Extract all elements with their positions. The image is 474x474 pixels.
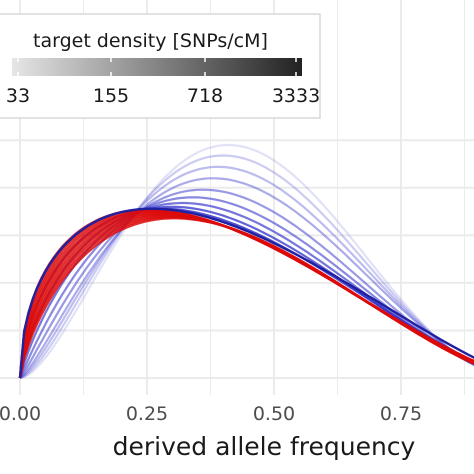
colorbar-tick-label: 3333: [272, 85, 320, 107]
legend-title: target density [SNPs/cM]: [33, 30, 268, 52]
x-tick-label: 0.00: [0, 403, 41, 425]
x-tick-label: 0.25: [126, 403, 168, 425]
x-axis-title: derived allele frequency: [113, 432, 416, 461]
colorbar-tick-label: 718: [187, 85, 223, 107]
density-curves: [20, 145, 474, 378]
colorbar-tick-label: 33: [6, 85, 30, 107]
density-curve-red: [20, 214, 474, 378]
density-curve-blue: [20, 145, 474, 378]
x-tick-label: 0.50: [253, 403, 295, 425]
colorbar-tick-label: 155: [93, 85, 129, 107]
colorbar: [12, 58, 302, 76]
legend: target density [SNPs/cM] 33 155 718 3333: [0, 14, 320, 118]
x-tick-labels: 0.00 0.25 0.50 0.75: [0, 403, 422, 425]
x-tick-label: 0.75: [380, 403, 422, 425]
